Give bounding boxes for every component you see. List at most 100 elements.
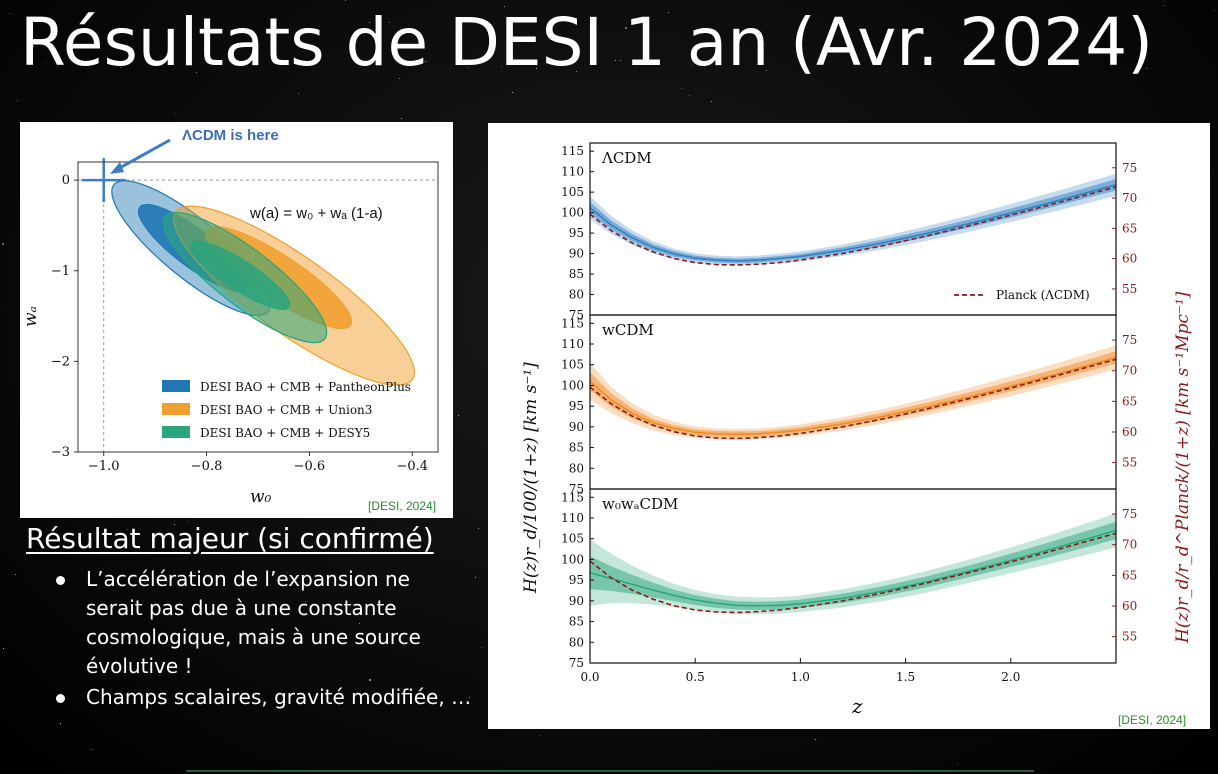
contour-inner-3 <box>189 240 291 310</box>
y-tick-label-right: 60 <box>1122 425 1137 439</box>
bullet-icon <box>56 694 65 703</box>
panel-title-3: w₀wₐCDM <box>602 495 678 513</box>
star <box>425 61 426 62</box>
lcdm-arrowhead-icon <box>110 162 124 174</box>
y-tick-label-left: 85 <box>569 615 584 629</box>
star <box>615 60 616 61</box>
star <box>668 12 669 13</box>
y-tick-label-left: 80 <box>569 288 584 302</box>
star <box>501 66 502 67</box>
legend-label: DESI BAO + CMB + Union3 <box>200 403 372 417</box>
y-tick-label-left: 95 <box>569 226 584 240</box>
star <box>1071 63 1072 64</box>
legend-swatch <box>162 426 190 438</box>
y-tick-label-right: 65 <box>1122 221 1137 235</box>
star <box>389 22 390 23</box>
y-tick-label-left: 95 <box>569 573 584 587</box>
y-tick-label-left: 80 <box>569 461 584 475</box>
star <box>620 60 621 61</box>
star <box>475 577 476 578</box>
hz-plot-svg: ΛCDM 75 80 85 90 95 100 105 110 115 55 60 65 70 75 wCDM… <box>521 142 1193 727</box>
legend-swatch <box>162 380 190 392</box>
star <box>681 88 682 89</box>
y-tick-label-left: 100 <box>561 552 584 566</box>
x-tick-label: 1.0 <box>791 670 810 684</box>
y-tick-label-right: 70 <box>1122 364 1137 378</box>
star <box>957 763 958 764</box>
star <box>120 67 121 68</box>
star <box>17 100 18 101</box>
star <box>298 93 299 94</box>
hubble-rate-chart: ΛCDM 75 80 85 90 95 100 105 110 115 55 60 65 70 75 wCDM… <box>488 123 1210 729</box>
x-tick-label: −0.8 <box>191 459 223 474</box>
best-fit-line-1 <box>589 184 1117 262</box>
star <box>469 697 470 698</box>
hz-data-layer <box>589 173 1117 615</box>
y-tick-label-right: 70 <box>1122 538 1137 552</box>
star <box>458 415 459 416</box>
star <box>504 6 505 7</box>
star <box>401 118 402 119</box>
y-tick-label: −2 <box>51 354 70 369</box>
y-tick-label-right: 60 <box>1122 599 1137 613</box>
star <box>1146 68 1147 69</box>
best-fit-line-2 <box>589 356 1117 436</box>
y-tick-label-right: 75 <box>1122 333 1137 347</box>
y-tick-label-right: 70 <box>1122 191 1137 205</box>
star <box>178 700 179 701</box>
y-tick-label-left: 105 <box>561 185 584 199</box>
y-tick-label-left: 90 <box>569 594 584 608</box>
y-tick-label-left: 85 <box>569 267 584 281</box>
bullet-icon <box>56 576 65 585</box>
y-tick-label-right: 55 <box>1122 282 1137 296</box>
star <box>174 524 175 525</box>
star <box>33 46 34 47</box>
legend-label: DESI BAO + CMB + PantheonPlus <box>200 380 411 394</box>
y-tick-label-right: 75 <box>1122 507 1137 521</box>
y-tick-label-right: 65 <box>1122 394 1137 408</box>
star <box>345 0 346 1</box>
y-tick-label-right: 65 <box>1122 568 1137 582</box>
star <box>369 22 370 23</box>
star <box>91 749 92 750</box>
star <box>512 92 513 93</box>
x-tick-label: −0.6 <box>294 459 326 474</box>
y-tick-label-left: 105 <box>561 532 584 546</box>
star <box>1163 5 1164 6</box>
star <box>478 528 479 529</box>
star <box>60 723 61 724</box>
x-tick-label: −1.0 <box>88 459 120 474</box>
contour-layer <box>78 158 438 452</box>
y-tick-label-left: 95 <box>569 399 584 413</box>
y-tick-label-left: 115 <box>561 490 584 504</box>
y-tick-label-left: 90 <box>569 247 584 261</box>
bullet-text: L’accélération de l’expansion ne serait … <box>86 567 421 678</box>
slide-title: Résultats de DESI 1 an (Avr. 2024) <box>20 4 1154 81</box>
legend-label: DESI BAO + CMB + DESY5 <box>200 426 370 440</box>
best-fit-line-3 <box>589 529 1117 607</box>
star <box>287 572 288 573</box>
y-tick-label-left: 100 <box>561 206 584 220</box>
y-tick-label-right: 55 <box>1122 630 1137 644</box>
star <box>359 623 360 624</box>
legend-swatch <box>162 403 190 415</box>
contour-axes: −1.0 −0.8 −0.6 −0.4 0 −1 −2 −3 <box>51 173 428 474</box>
citation: [DESI, 2024] <box>1118 713 1186 727</box>
y-tick-label-right: 60 <box>1122 252 1137 266</box>
band-inner-2 <box>590 351 1116 438</box>
star <box>625 27 627 29</box>
planck-line-1 <box>589 186 1117 266</box>
lcdm-arrow <box>115 138 171 172</box>
equation-label: w(a) = w₀ + wₐ (1-a) <box>249 205 383 222</box>
lcdm-annotation: ΛCDM is here <box>182 127 279 144</box>
result-subheading: Résultat majeur (si confirmé) <box>26 522 434 555</box>
x-axis-label: z <box>851 694 863 718</box>
star <box>3 648 4 649</box>
star <box>711 101 712 102</box>
y-tick-label-left: 110 <box>561 511 584 525</box>
w0-wa-contour-chart: −1.0 −0.8 −0.6 −0.4 0 −1 −2 −3 ΛCDM is here w(a… <box>20 122 453 518</box>
y-tick-label-left: 105 <box>561 358 584 372</box>
contour-plot-svg: −1.0 −0.8 −0.6 −0.4 0 −1 −2 −3 ΛCDM is here w(a… <box>21 127 439 513</box>
panel-title-2: wCDM <box>602 321 654 339</box>
y-tick-label-right: 75 <box>1122 161 1137 175</box>
